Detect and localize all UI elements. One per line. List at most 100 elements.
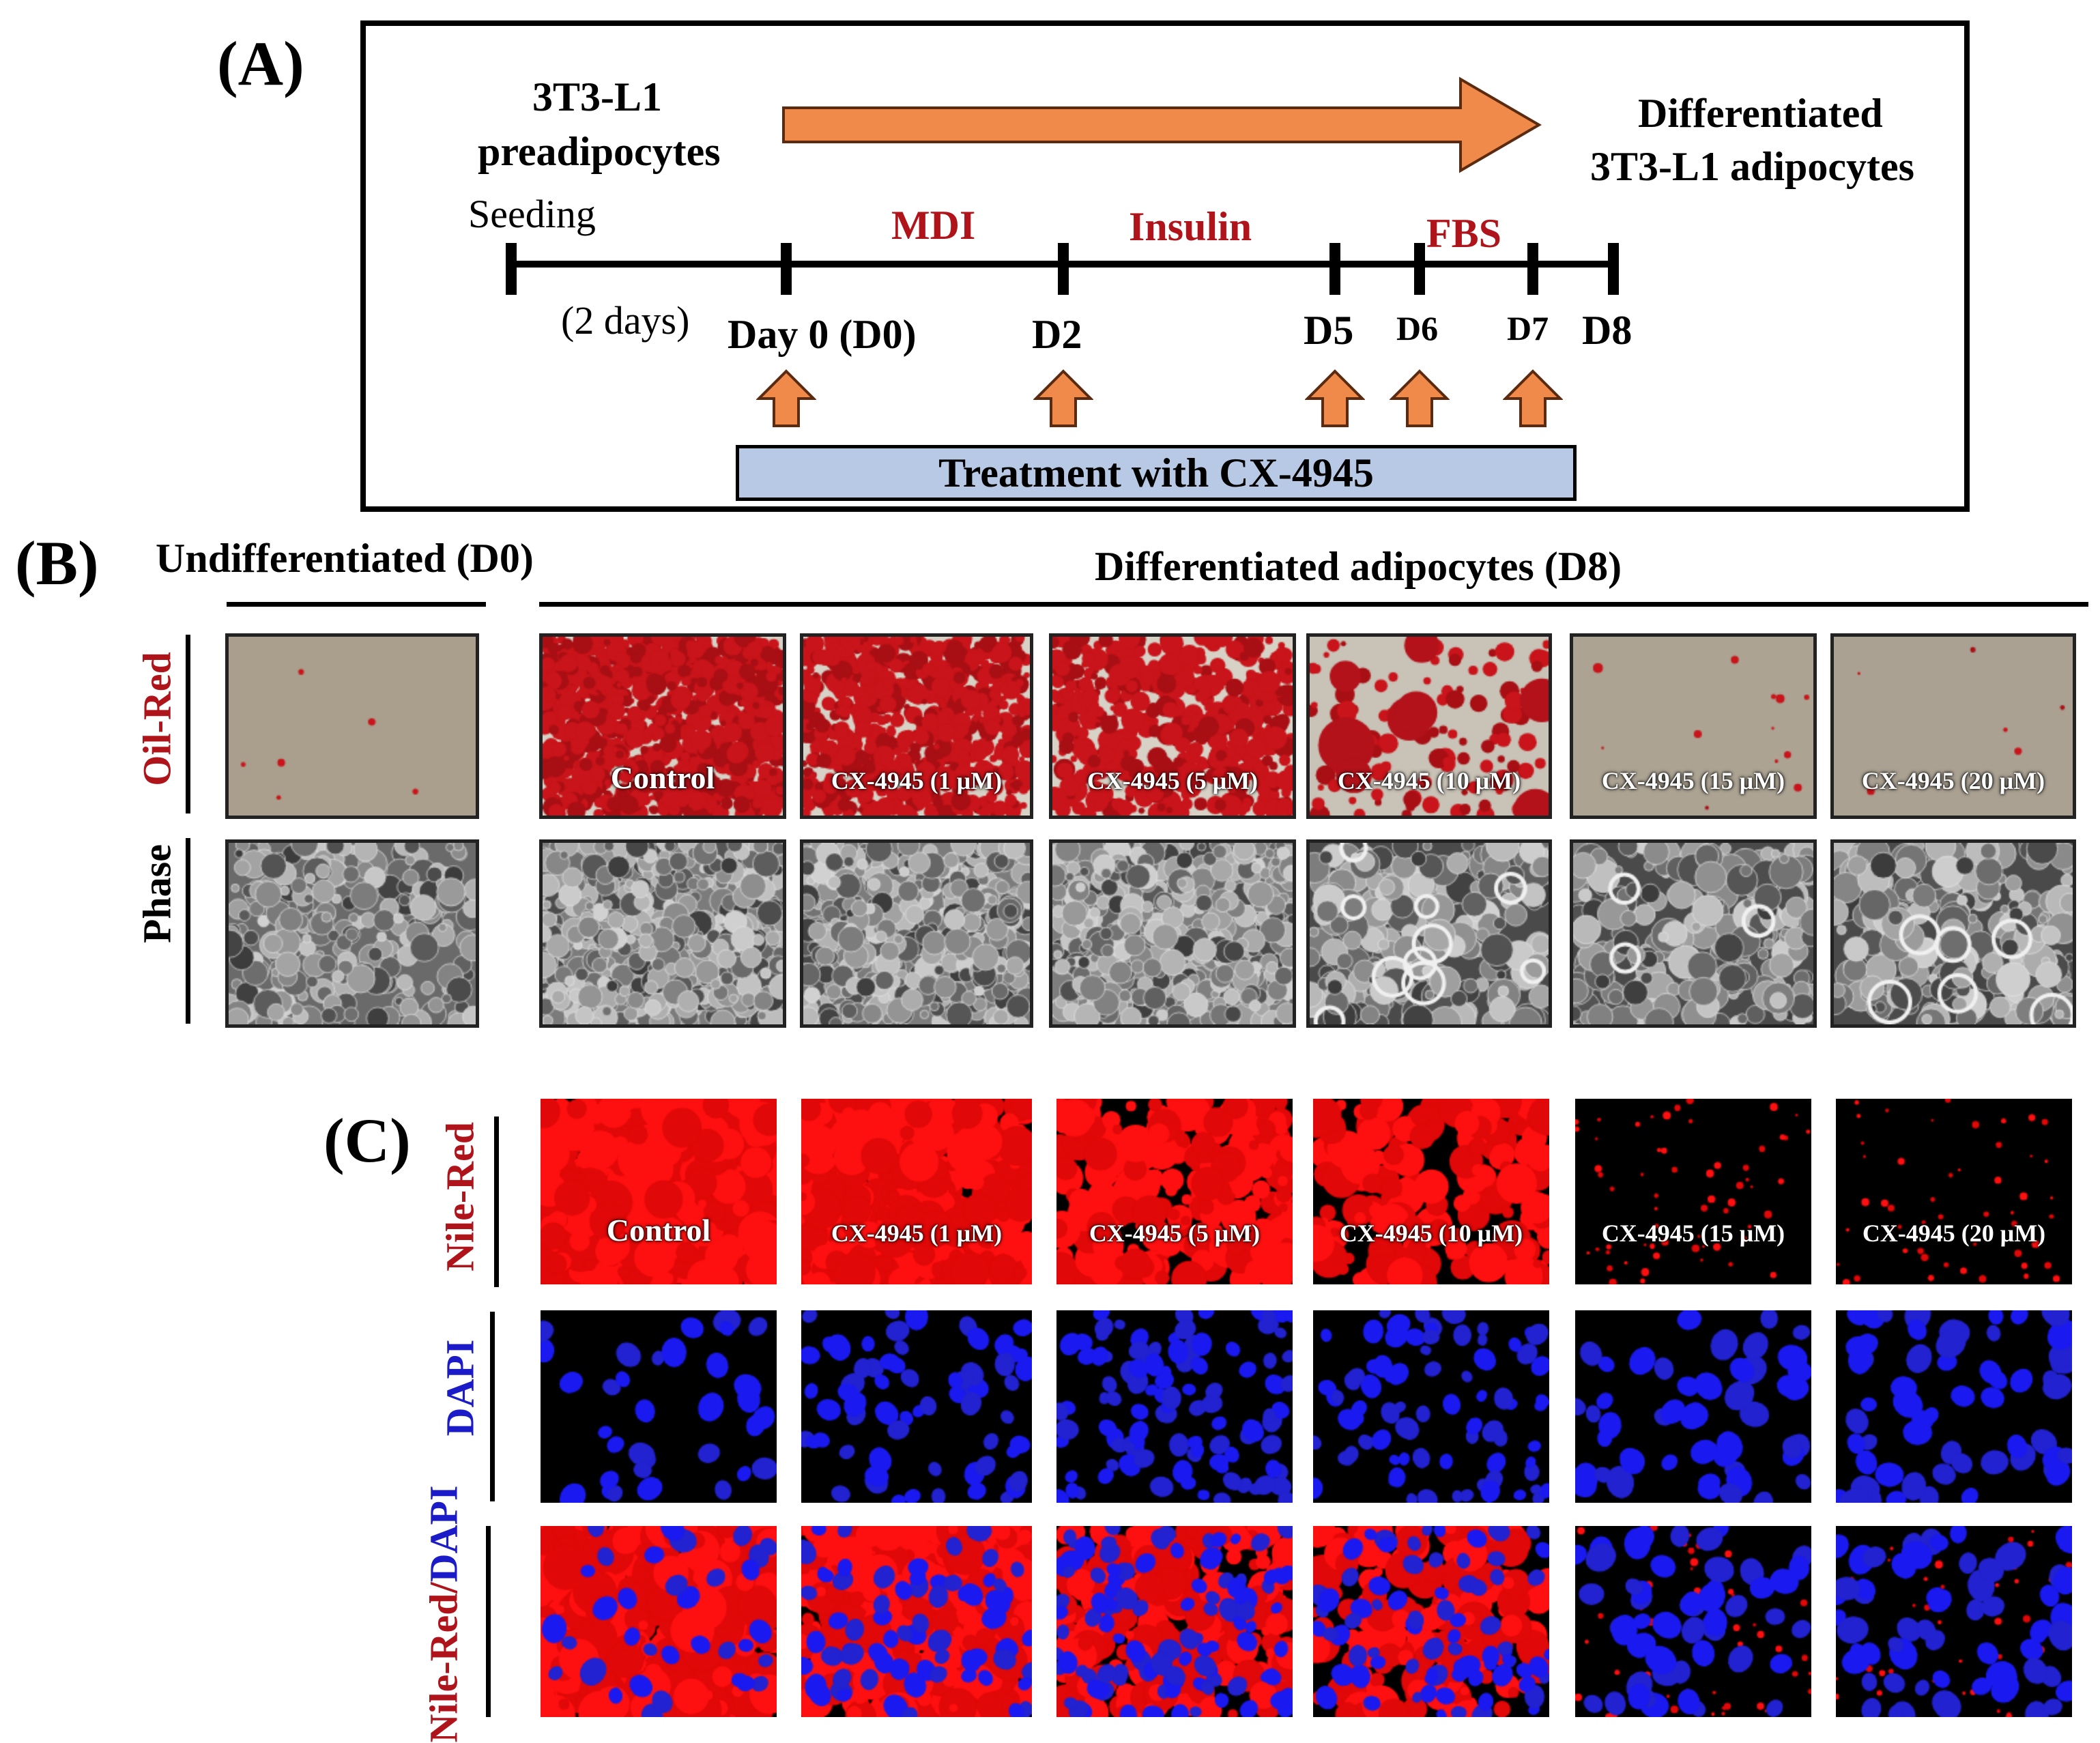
phase-tile-4 [1306, 839, 1552, 1028]
dapi-tile-3-image [1313, 1310, 1549, 1503]
treatment-label: Treatment with CX-4945 [938, 450, 1374, 495]
treatment-arrow-d7 [1503, 369, 1563, 429]
nile-red-tile-0-caption: Control [541, 1212, 777, 1248]
oil-red-tile-5: CX-4945 (15 μM) [1570, 633, 1817, 819]
oil-red-tile-2-caption: CX-4945 (1 μM) [803, 766, 1030, 795]
panel-b-label: (B) [15, 527, 99, 599]
dapi-tile-5 [1836, 1310, 2072, 1503]
row-label-dapi: DAPI [437, 1327, 483, 1450]
phase-tile-4-image [1310, 843, 1549, 1024]
row-label-nile-red: Nile-Red [437, 1122, 483, 1272]
nile-red-tile-2-caption: CX-4945 (5 μM) [1056, 1219, 1293, 1248]
dapi-tile-2-image [1056, 1310, 1293, 1503]
phase-tile-5 [1570, 839, 1817, 1028]
phase-tile-2 [800, 839, 1033, 1028]
nile-red-tile-3: CX-4945 (10 μM) [1313, 1099, 1549, 1284]
panel-c-label: (C) [323, 1104, 411, 1177]
nile-red-tile-5: CX-4945 (20 μM) [1836, 1099, 2072, 1284]
start-cells-line1: 3T3-L1 [532, 74, 662, 121]
treatment-arrow-d0 [756, 369, 816, 429]
phase-bracket [186, 838, 190, 1024]
merge-tile-0 [541, 1526, 777, 1717]
nile-red-tile-5-caption: CX-4945 (20 μM) [1836, 1219, 2072, 1248]
phase-tile-1 [539, 839, 786, 1028]
differentiation-arrow [778, 74, 1549, 176]
nile-red-tile-4-caption: CX-4945 (15 μM) [1575, 1219, 1811, 1248]
dapi-tile-0-image [541, 1310, 777, 1503]
treatment-arrow-d2 [1033, 369, 1093, 429]
phase-tile-3-image [1052, 843, 1293, 1024]
merge-tile-2 [1056, 1526, 1293, 1717]
end-cells-line2: 3T3-L1 adipocytes [1590, 143, 1914, 190]
day-label-d2: D2 [1032, 311, 1082, 358]
timeline-tick-seeding [506, 243, 517, 295]
timeline-tick-d0 [781, 243, 792, 295]
row-label-merge-blue: DAPI [422, 1486, 466, 1583]
phase-tile-0-image [229, 843, 476, 1024]
oil-red-tile-6-caption: CX-4945 (20 μM) [1834, 766, 2073, 795]
nile-red-bracket [494, 1117, 499, 1287]
dapi-tile-1 [801, 1310, 1032, 1503]
oil-red-tile-5-caption: CX-4945 (15 μM) [1573, 766, 1813, 795]
merge-tile-3 [1313, 1526, 1549, 1717]
nile-red-tile-4: CX-4945 (15 μM) [1575, 1099, 1811, 1284]
phase-tile-3 [1049, 839, 1296, 1028]
nile-red-tile-3-caption: CX-4945 (10 μM) [1313, 1219, 1549, 1248]
row-label-merge-red: Nile-Red/ [422, 1582, 466, 1742]
oil-red-bracket [186, 635, 190, 813]
timeline-tick-d8 [1608, 243, 1619, 295]
phase-tile-2-image [803, 843, 1030, 1024]
nile-red-tile-3-image [1313, 1099, 1549, 1284]
merge-tile-5 [1836, 1526, 2072, 1717]
dapi-bracket [490, 1312, 495, 1501]
dapi-tile-5-image [1836, 1310, 2072, 1503]
seeding-label: Seeding [468, 191, 596, 237]
nile-red-tile-2: CX-4945 (5 μM) [1056, 1099, 1293, 1284]
day-label-d6: D6 [1396, 308, 1438, 348]
row-label-phase: Phase [134, 833, 180, 955]
merge-tile-5-image [1836, 1526, 2072, 1717]
oil-red-tile-4: CX-4945 (10 μM) [1306, 633, 1552, 819]
dapi-tile-0 [541, 1310, 777, 1503]
oil-red-tile-0-image [229, 637, 476, 816]
treatment-bar: Treatment with CX-4945 [736, 445, 1577, 501]
day-label-d0: Day 0 (D0) [728, 311, 917, 358]
merge-tile-4 [1575, 1526, 1811, 1717]
dapi-tile-2 [1056, 1310, 1293, 1503]
phase-tile-6-image [1834, 843, 2073, 1024]
timeline-tick-d5 [1329, 243, 1340, 295]
undiff-underline [227, 602, 486, 607]
diff-underline [539, 602, 2088, 607]
day-label-d5: D5 [1304, 307, 1353, 354]
dapi-tile-1-image [801, 1310, 1032, 1503]
phase-tile-0 [225, 839, 479, 1028]
row-label-oil-red: Oil-Red [134, 637, 180, 801]
oil-red-tile-3: CX-4945 (5 μM) [1049, 633, 1296, 819]
oil-red-tile-1: Control [539, 633, 786, 819]
nile-red-tile-5-image [1836, 1099, 2072, 1284]
treatment-arrow-d5 [1305, 369, 1365, 429]
phase-insulin: Insulin [1129, 203, 1252, 250]
phase-mdi: MDI [891, 202, 975, 249]
row-label-merge: Nile-Red/DAPI [421, 1497, 467, 1743]
timeline-tick-d7 [1527, 243, 1538, 295]
oil-red-tile-6: CX-4945 (20 μM) [1830, 633, 2076, 819]
nile-red-tile-1-caption: CX-4945 (1 μM) [801, 1219, 1032, 1248]
merge-tile-0-image [541, 1526, 777, 1717]
merge-tile-3-image [1313, 1526, 1549, 1717]
nile-red-tile-4-image [1575, 1099, 1811, 1284]
timeline-tick-d2 [1058, 243, 1069, 295]
nile-red-tile-0-image [541, 1099, 777, 1284]
merge-tile-2-image [1056, 1526, 1293, 1717]
nile-red-tile-1-image [801, 1099, 1032, 1284]
merge-tile-1 [801, 1526, 1032, 1717]
phase-fbs: FBS [1426, 210, 1501, 257]
phase-tile-6 [1830, 839, 2076, 1028]
oil-red-tile-1-caption: Control [543, 760, 783, 796]
nile-red-tile-1: CX-4945 (1 μM) [801, 1099, 1032, 1284]
day-label-d7: D7 [1507, 308, 1549, 348]
panel-a-label: (A) [217, 27, 304, 100]
oil-red-tile-4-caption: CX-4945 (10 μM) [1310, 766, 1549, 795]
merge-tile-4-image [1575, 1526, 1811, 1717]
oil-red-tile-2: CX-4945 (1 μM) [800, 633, 1033, 819]
